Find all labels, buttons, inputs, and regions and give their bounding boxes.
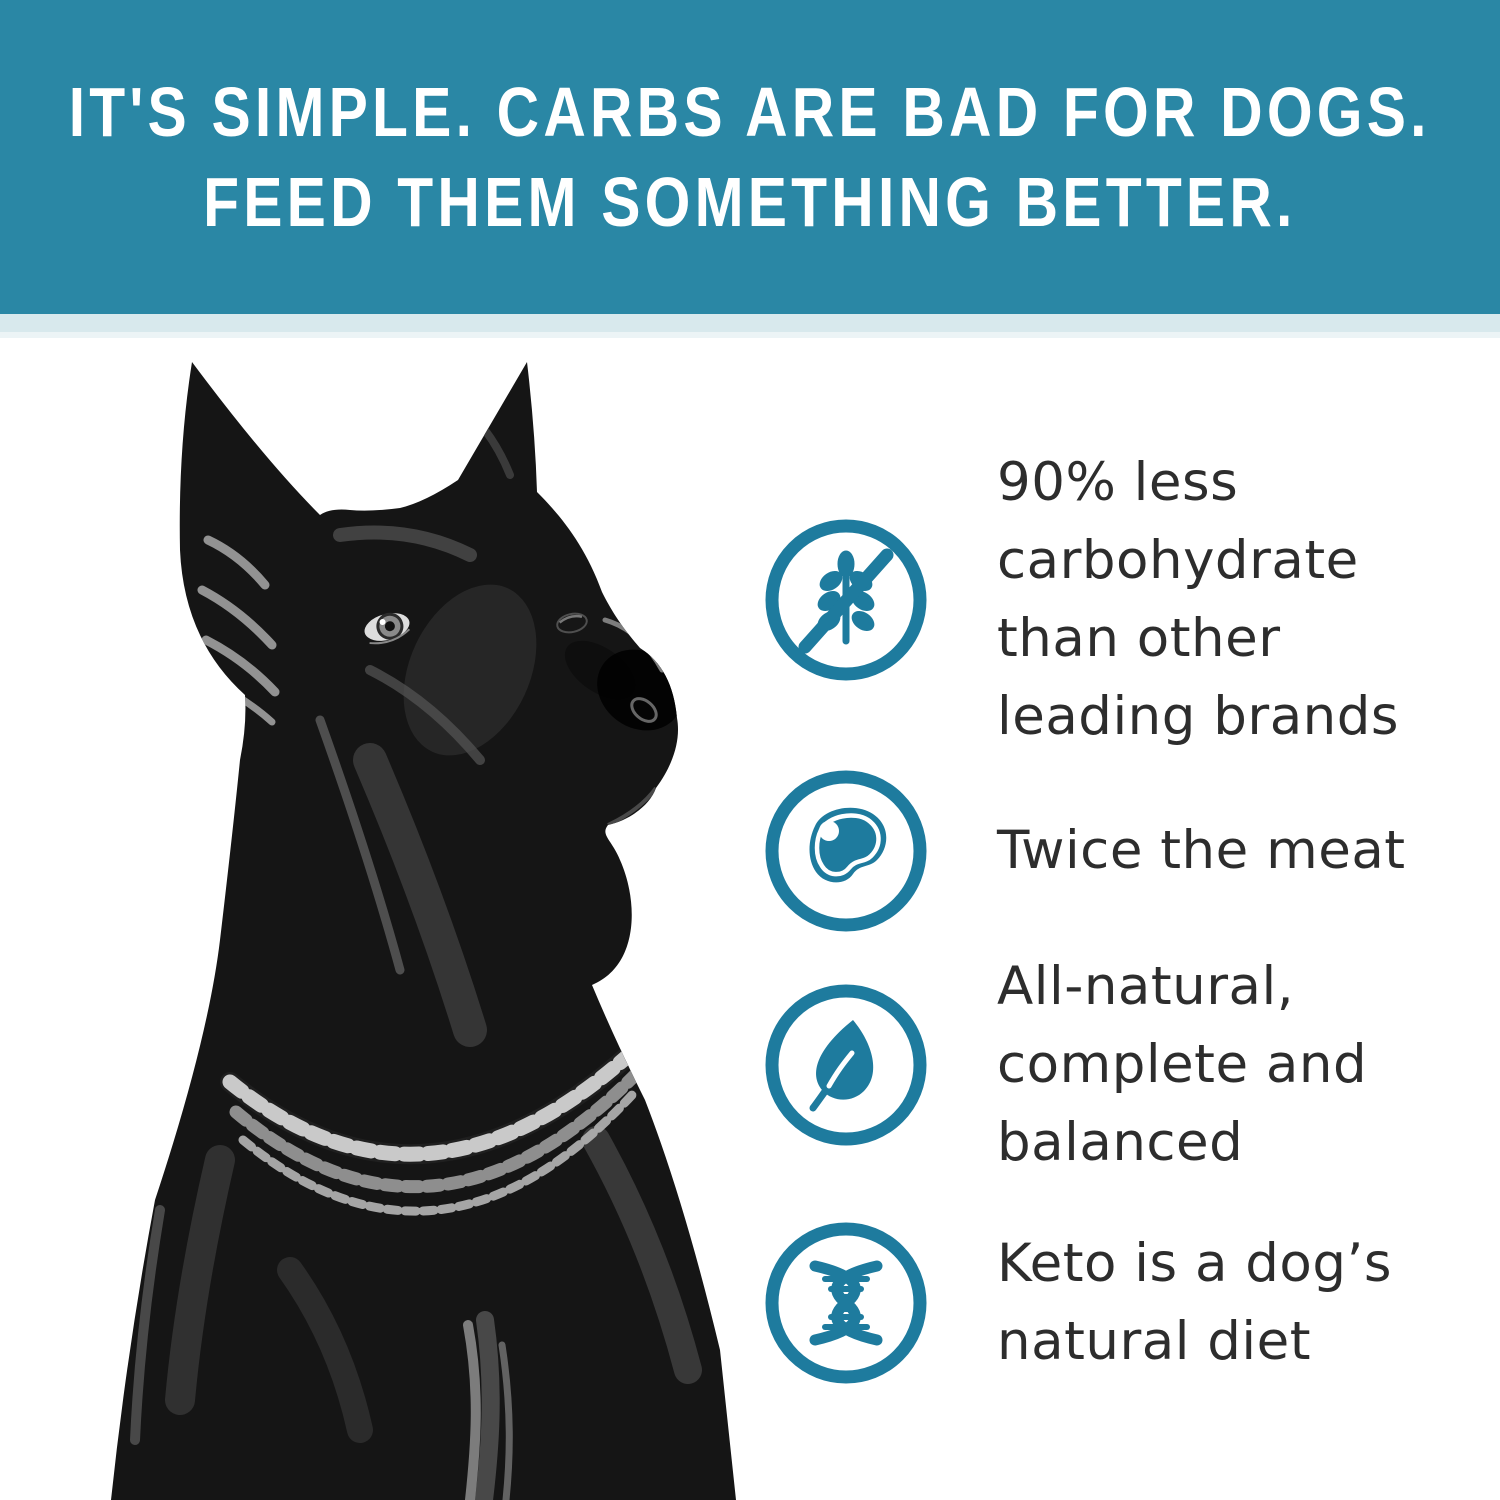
feature-label: Keto is a dog’s natural diet xyxy=(997,1233,1392,1372)
feature-row-keto: Keto is a dog’s natural diet xyxy=(763,1213,1460,1393)
feature-row-natural: All-natural, complete and balanced xyxy=(763,950,1460,1180)
dna-icon xyxy=(763,1220,929,1386)
feature-label: All-natural, complete and balanced xyxy=(997,956,1368,1173)
feature-label: 90% less carbohydrate than other leading… xyxy=(997,452,1400,747)
chain-collar xyxy=(220,1030,655,1216)
leaf-icon xyxy=(763,982,929,1148)
dog-eye-right xyxy=(556,612,588,634)
divider-strip xyxy=(0,314,1500,332)
dog-illustration xyxy=(111,362,736,1500)
dog-photo xyxy=(40,340,800,1500)
header-line-2: FEED THEM SOMETHING BETTER. xyxy=(203,163,1297,241)
ear-highlights xyxy=(197,535,280,726)
meat-icon xyxy=(763,768,929,934)
feature-row-carbs: 90% less carbohydrate than other leading… xyxy=(763,440,1460,760)
header-band: IT'S SIMPLE. CARBS ARE BAD FOR DOGS. FEE… xyxy=(0,0,1500,314)
header-line-1: IT'S SIMPLE. CARBS ARE BAD FOR DOGS. xyxy=(69,73,1431,151)
divider-strip-light xyxy=(0,332,1500,338)
feature-row-meat: Twice the meat xyxy=(763,768,1460,934)
dog-eye-left xyxy=(364,612,411,645)
feature-label: Twice the meat xyxy=(997,820,1406,881)
no-grain-icon xyxy=(763,517,929,683)
